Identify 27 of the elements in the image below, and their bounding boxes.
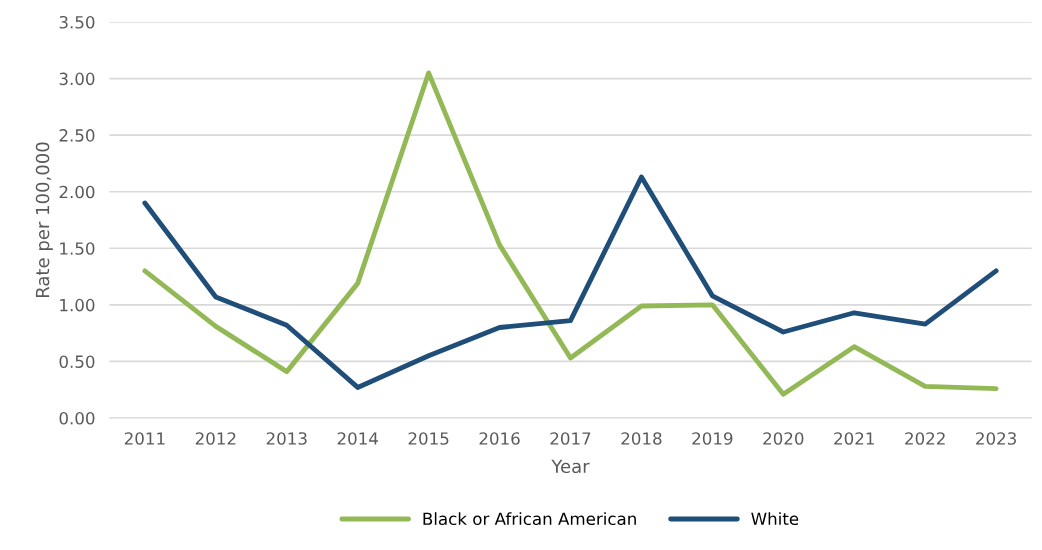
y-tick-label: 1.50 [60, 242, 95, 255]
y-tick-label: 2.50 [59, 129, 95, 142]
line-series [142, 70, 999, 397]
x-tick-label: 2016 [479, 432, 520, 445]
x-tick-label: 2018 [621, 432, 662, 445]
legend-label: White [751, 512, 799, 526]
y-tick-label: 2.00 [59, 185, 95, 199]
legend-label: Black or African American [423, 512, 636, 526]
y-tick-label: 3.00 [59, 72, 95, 86]
x-tick-label: 2020 [763, 432, 804, 445]
x-tick-label: 2015 [408, 432, 449, 445]
x-tick-label: 2022 [905, 432, 945, 445]
x-tick-label: 2013 [266, 432, 307, 445]
x-tick-label: 2011 [124, 432, 165, 445]
x-tick-label: 2021 [834, 432, 874, 445]
y-tick-label: 3.50 [59, 15, 95, 29]
x-tick-label: 2014 [337, 432, 378, 445]
x-tick-label: 2017 [550, 432, 591, 445]
y-tick-label: 0.50 [59, 355, 95, 368]
line-series [142, 174, 999, 390]
x-tick-label: 2019 [692, 432, 733, 445]
x-tick-label: 2012 [195, 432, 236, 445]
y-tick-label: 1.00 [60, 298, 95, 312]
x-axis-title: Year [551, 459, 590, 474]
y-tick-label: 0.00 [59, 411, 95, 425]
y-axis-title: Rate per 100,000 [35, 142, 53, 297]
x-tick-label: 2023 [976, 432, 1016, 445]
